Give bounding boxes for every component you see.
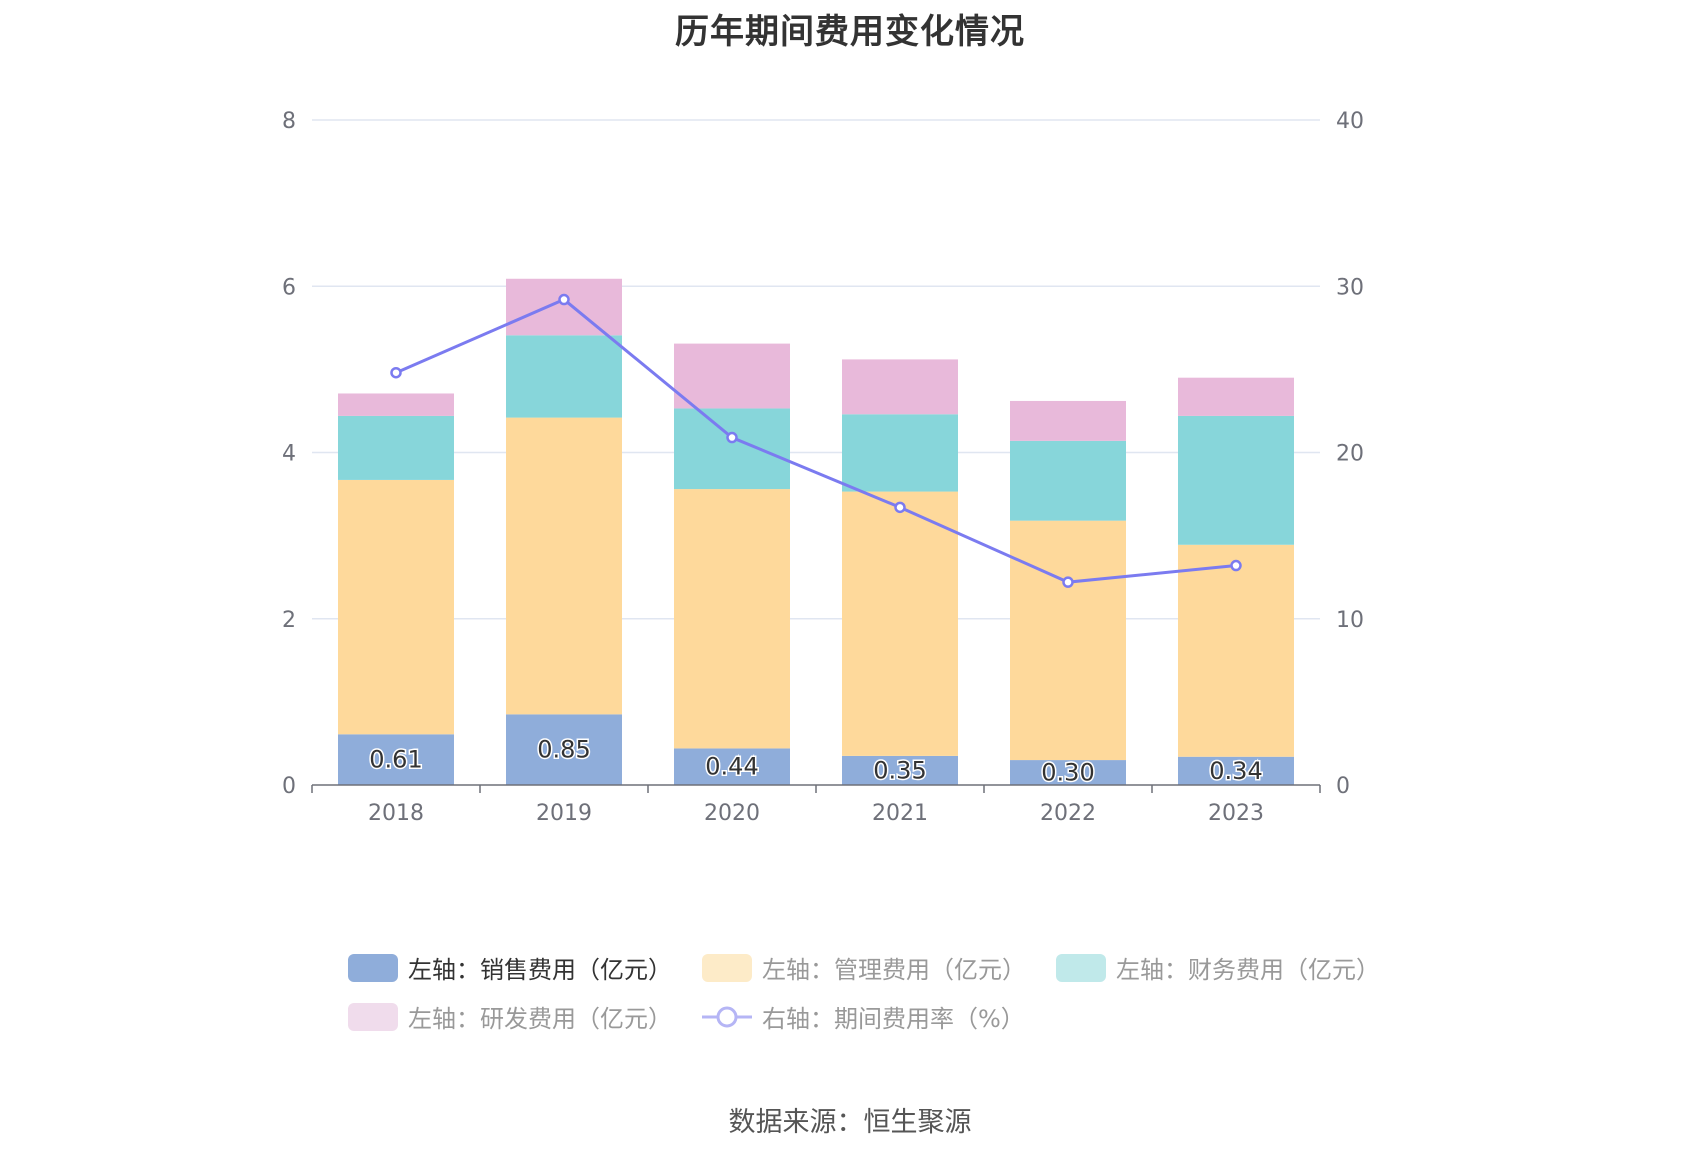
- bar-segment: [674, 489, 790, 749]
- rate-line-path: [395, 297, 1237, 584]
- bar-segment: [842, 491, 958, 756]
- bar-segment: [1010, 400, 1126, 441]
- rate-point: [726, 431, 738, 444]
- legend-row: 左轴：销售费用（亿元） 左轴：管理费用（亿元） 左轴：财务费用（亿元）: [348, 950, 1410, 985]
- legend-row: 左轴：研发费用（亿元） 右轴：期间费用率（%）: [348, 999, 1055, 1034]
- y-left-tick-label: 2: [282, 608, 296, 633]
- x-tick-label: 2022: [1040, 801, 1096, 826]
- y-right-tick-label: 20: [1336, 442, 1364, 467]
- bar-segment: [338, 479, 454, 735]
- bar-segment: [1178, 415, 1294, 545]
- data-source-note: 数据来源：恒生聚源: [728, 1107, 972, 1138]
- bar-segment: [842, 755, 958, 785]
- x-tick-label: 2023: [1208, 801, 1264, 826]
- rate-point: [1062, 576, 1074, 588]
- legend-label: 左轴：财务费用（亿元）: [1116, 956, 1380, 984]
- legend-swatch: [348, 1002, 398, 1031]
- legend-swatch: [702, 953, 752, 982]
- bar-segment: [842, 414, 958, 492]
- bar-segment: [674, 748, 790, 785]
- bar-segment: [338, 415, 454, 480]
- y-left-tick-label: 6: [282, 275, 296, 300]
- bar-segment: [1178, 377, 1294, 416]
- legend-item-finance[interactable]: 左轴：财务费用（亿元）: [1056, 950, 1380, 985]
- line-marker-icon: [702, 1006, 752, 1027]
- bar-segment: [338, 734, 454, 785]
- rate-point: [1230, 559, 1242, 572]
- bar-segment: [506, 714, 622, 785]
- legend-label: 左轴：研发费用（亿元）: [408, 1005, 672, 1033]
- legend-item-expense-rate[interactable]: 右轴：期间费用率（%）: [702, 999, 1025, 1034]
- legend-swatch: [1056, 953, 1106, 982]
- legend-label: 右轴：期间费用率（%）: [762, 1005, 1025, 1033]
- y-left-tick-label: 8: [282, 109, 296, 134]
- bar-segment: [1178, 544, 1294, 757]
- y-left-tick-label: 4: [282, 442, 296, 467]
- bar-segment: [506, 278, 622, 336]
- y-left-tick-label: 0: [282, 774, 296, 799]
- bar-segment: [1010, 440, 1126, 521]
- legend-item-rd[interactable]: 左轴：研发费用（亿元）: [348, 999, 672, 1034]
- bar-segment: [1010, 760, 1126, 785]
- bar-segment: [506, 417, 622, 715]
- y-right-tick-label: 40: [1336, 109, 1364, 134]
- bar-segment: [1178, 756, 1294, 785]
- gridlines: [312, 119, 1320, 620]
- bar-stacks: [338, 278, 1294, 785]
- x-tick-label: 2019: [536, 801, 592, 826]
- rate-point: [390, 366, 402, 379]
- legend-item-management[interactable]: 左轴：管理费用（亿元）: [702, 950, 1026, 985]
- bar-value-label: 0.30: [1041, 759, 1094, 787]
- bar-value-label: 0.44: [705, 753, 758, 781]
- y-right-tick-label: 0: [1336, 774, 1350, 799]
- legend-label: 左轴：管理费用（亿元）: [762, 956, 1026, 984]
- bar-segment: [842, 359, 958, 415]
- bar-value-label: 0.61: [369, 746, 422, 774]
- legend-swatch: [348, 953, 398, 982]
- y-right-tick-label: 10: [1336, 608, 1364, 633]
- bar-value-label: 0.34: [1209, 757, 1262, 785]
- bar-value-label: 0.85: [537, 736, 590, 764]
- bar-value-labels: 0.61 0.85 0.44 0.35 0.30 0.34: [368, 734, 1264, 788]
- x-tick-label: 2020: [704, 801, 760, 826]
- legend-item-sales[interactable]: 左轴：销售费用（亿元）: [348, 950, 672, 985]
- rate-point: [558, 293, 570, 306]
- bar-segment: [506, 335, 622, 418]
- chart-title: 历年期间费用变化情况: [675, 12, 1025, 52]
- rate-point: [894, 501, 906, 514]
- x-tick-label: 2021: [872, 801, 928, 826]
- bar-segment: [1010, 520, 1126, 761]
- x-tick-label: 2018: [368, 801, 424, 826]
- bar-segment: [674, 343, 790, 409]
- legend-label: 左轴：销售费用（亿元）: [408, 956, 672, 984]
- y-right-tick-label: 30: [1336, 275, 1364, 300]
- axes: 0 2 4 6 8 0 10 20 30 40 2018 2019 2020 2021 2022 2023: [282, 109, 1364, 826]
- rate-line: [390, 293, 1242, 588]
- bar-segment: [674, 408, 790, 490]
- bar-segment: [338, 393, 454, 416]
- bar-value-label: 0.35: [873, 756, 926, 784]
